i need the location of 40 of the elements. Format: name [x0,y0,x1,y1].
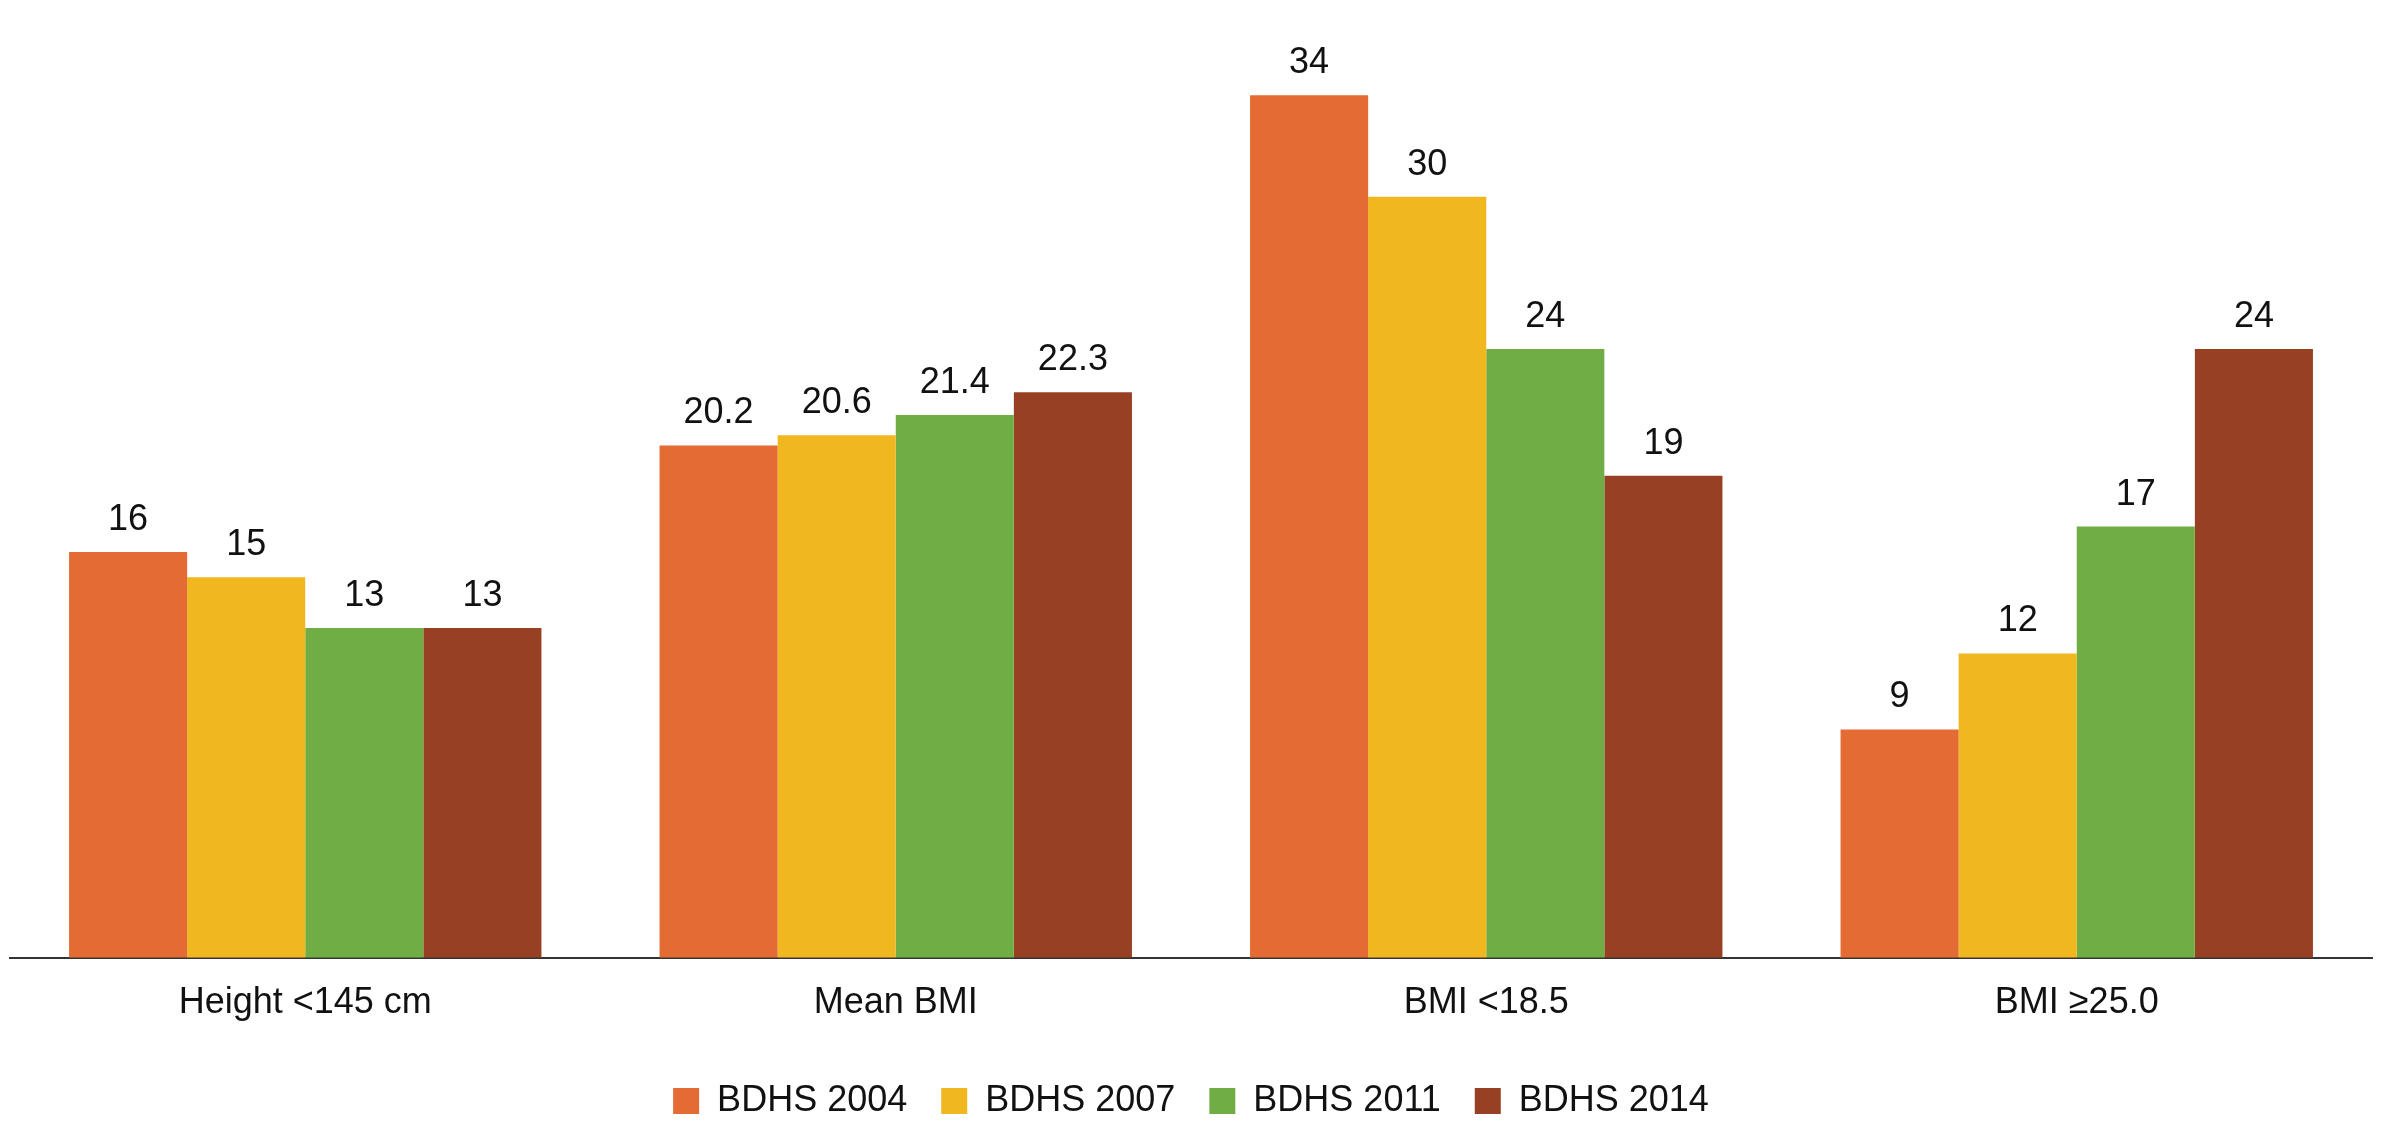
bar [1013,392,1132,958]
data-label: 13 [462,572,503,614]
data-label: 20.6 [801,380,872,422]
legend-label: BDHS 2014 [1518,1077,1709,1119]
bar [69,551,188,958]
data-label: 9 [1889,674,1910,716]
legend-label: BDHS 2007 [985,1077,1176,1119]
data-label: 15 [226,522,267,564]
bar [187,577,306,958]
x-tick-label: BMI ≥25.0 [1994,980,2159,1022]
bar [2194,349,2313,958]
legend-label: BDHS 2011 [1253,1077,1441,1119]
data-label: 13 [344,572,385,614]
bar [777,435,896,958]
bar [1486,349,1605,958]
bar [1958,653,2077,958]
data-label: 24 [2233,293,2274,335]
bar [895,414,1014,958]
data-label: 19 [1643,420,1684,462]
data-label: 34 [1289,40,1330,82]
bar [1840,729,1959,958]
bar [1604,475,1723,958]
bar [659,445,778,958]
data-label: 17 [2115,471,2156,513]
data-label: 20.2 [683,390,754,432]
x-tick-label: Mean BMI [813,980,978,1022]
data-label: 24 [1525,293,1566,335]
bar [1368,196,1487,958]
bar [423,628,542,958]
data-label: 16 [108,496,149,538]
bar [2076,526,2195,958]
data-label: 30 [1407,141,1448,183]
x-tick-label: Height <145 cm [178,980,432,1022]
data-label: 21.4 [919,359,990,401]
legend-label: BDHS 2004 [717,1077,908,1119]
data-label: 12 [1997,598,2038,640]
x-tick-label: BMI <18.5 [1403,980,1569,1022]
bar [305,628,424,958]
data-label: 22.3 [1037,337,1108,379]
bar [1250,95,1369,958]
